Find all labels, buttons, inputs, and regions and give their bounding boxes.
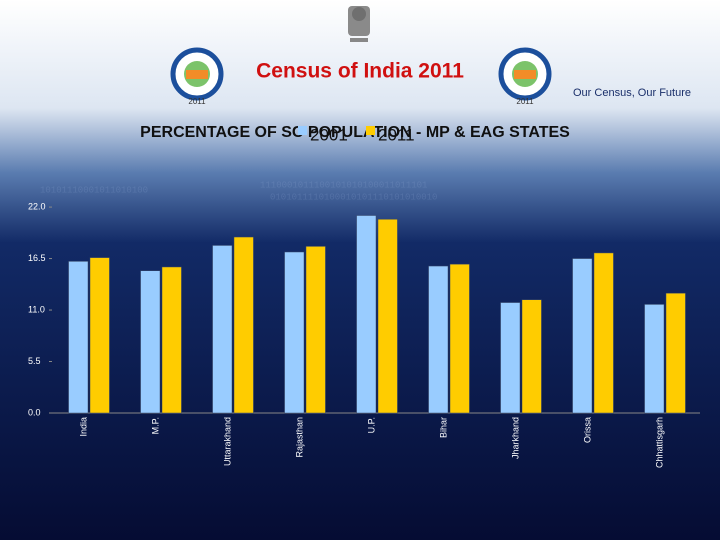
emblem: [348, 6, 370, 42]
bar: [284, 251, 305, 414]
bar: [500, 302, 521, 414]
x-tick-label: India: [78, 417, 88, 437]
tagline: Our Census, Our Future: [573, 87, 691, 99]
y-tick-label: 0.0: [28, 407, 41, 417]
y-tick-label: 22.0: [28, 201, 46, 211]
bar: [161, 266, 182, 414]
y-tick-label: 5.5: [28, 356, 41, 366]
bar: [89, 257, 110, 414]
x-tick-label: U.P.: [366, 417, 376, 433]
bar: [377, 218, 398, 414]
y-tick-label: 16.5: [28, 253, 46, 263]
bar: [644, 304, 665, 414]
logo-year: 2011: [516, 97, 534, 106]
bar: [356, 215, 377, 414]
x-tick-label: Chhattisgarh: [654, 417, 664, 468]
bar: [212, 245, 233, 414]
y-tick-label: 11.0: [28, 304, 45, 314]
logo-year: 2011: [188, 97, 206, 106]
legend-label: 2001: [310, 125, 348, 144]
logo-right: 2011: [498, 47, 552, 106]
slide-title: Census of India 2011: [256, 60, 464, 83]
x-tick-label: Orissa: [582, 417, 592, 443]
x-tick-label: Rajasthan: [294, 417, 304, 458]
x-tick-label: Jharkhand: [510, 417, 520, 459]
legend-swatch: [298, 126, 307, 135]
logo-left: 2011: [170, 47, 224, 106]
x-tick-label: M.P.: [150, 417, 160, 434]
legend-swatch: [366, 126, 375, 135]
bar: [428, 265, 449, 414]
svg-text:010101111010001010111010101001: 0101011110100010101110101010010: [270, 192, 437, 202]
x-tick-label: Bihar: [438, 417, 448, 438]
bar: [665, 292, 686, 414]
bar: [449, 263, 470, 414]
bar: [521, 299, 542, 414]
bar: [305, 246, 326, 414]
bar: [140, 270, 161, 414]
bar: [233, 236, 254, 414]
binary-pattern: 1110001011100101010100011011101 01010111…: [40, 180, 437, 202]
svg-text:111000101110010101010001101110: 1110001011100101010100011011101: [260, 180, 427, 190]
bar: [593, 252, 614, 414]
svg-text:10101110001011010100: 10101110001011010100: [40, 185, 148, 195]
x-tick-label: Uttarakhand: [222, 417, 232, 466]
bar: [572, 258, 593, 414]
legend-label: 2011: [378, 125, 415, 144]
bar: [68, 261, 89, 414]
chart-title: PERCENTAGE OF SC POPULATION - MP & EAG S…: [140, 124, 570, 141]
